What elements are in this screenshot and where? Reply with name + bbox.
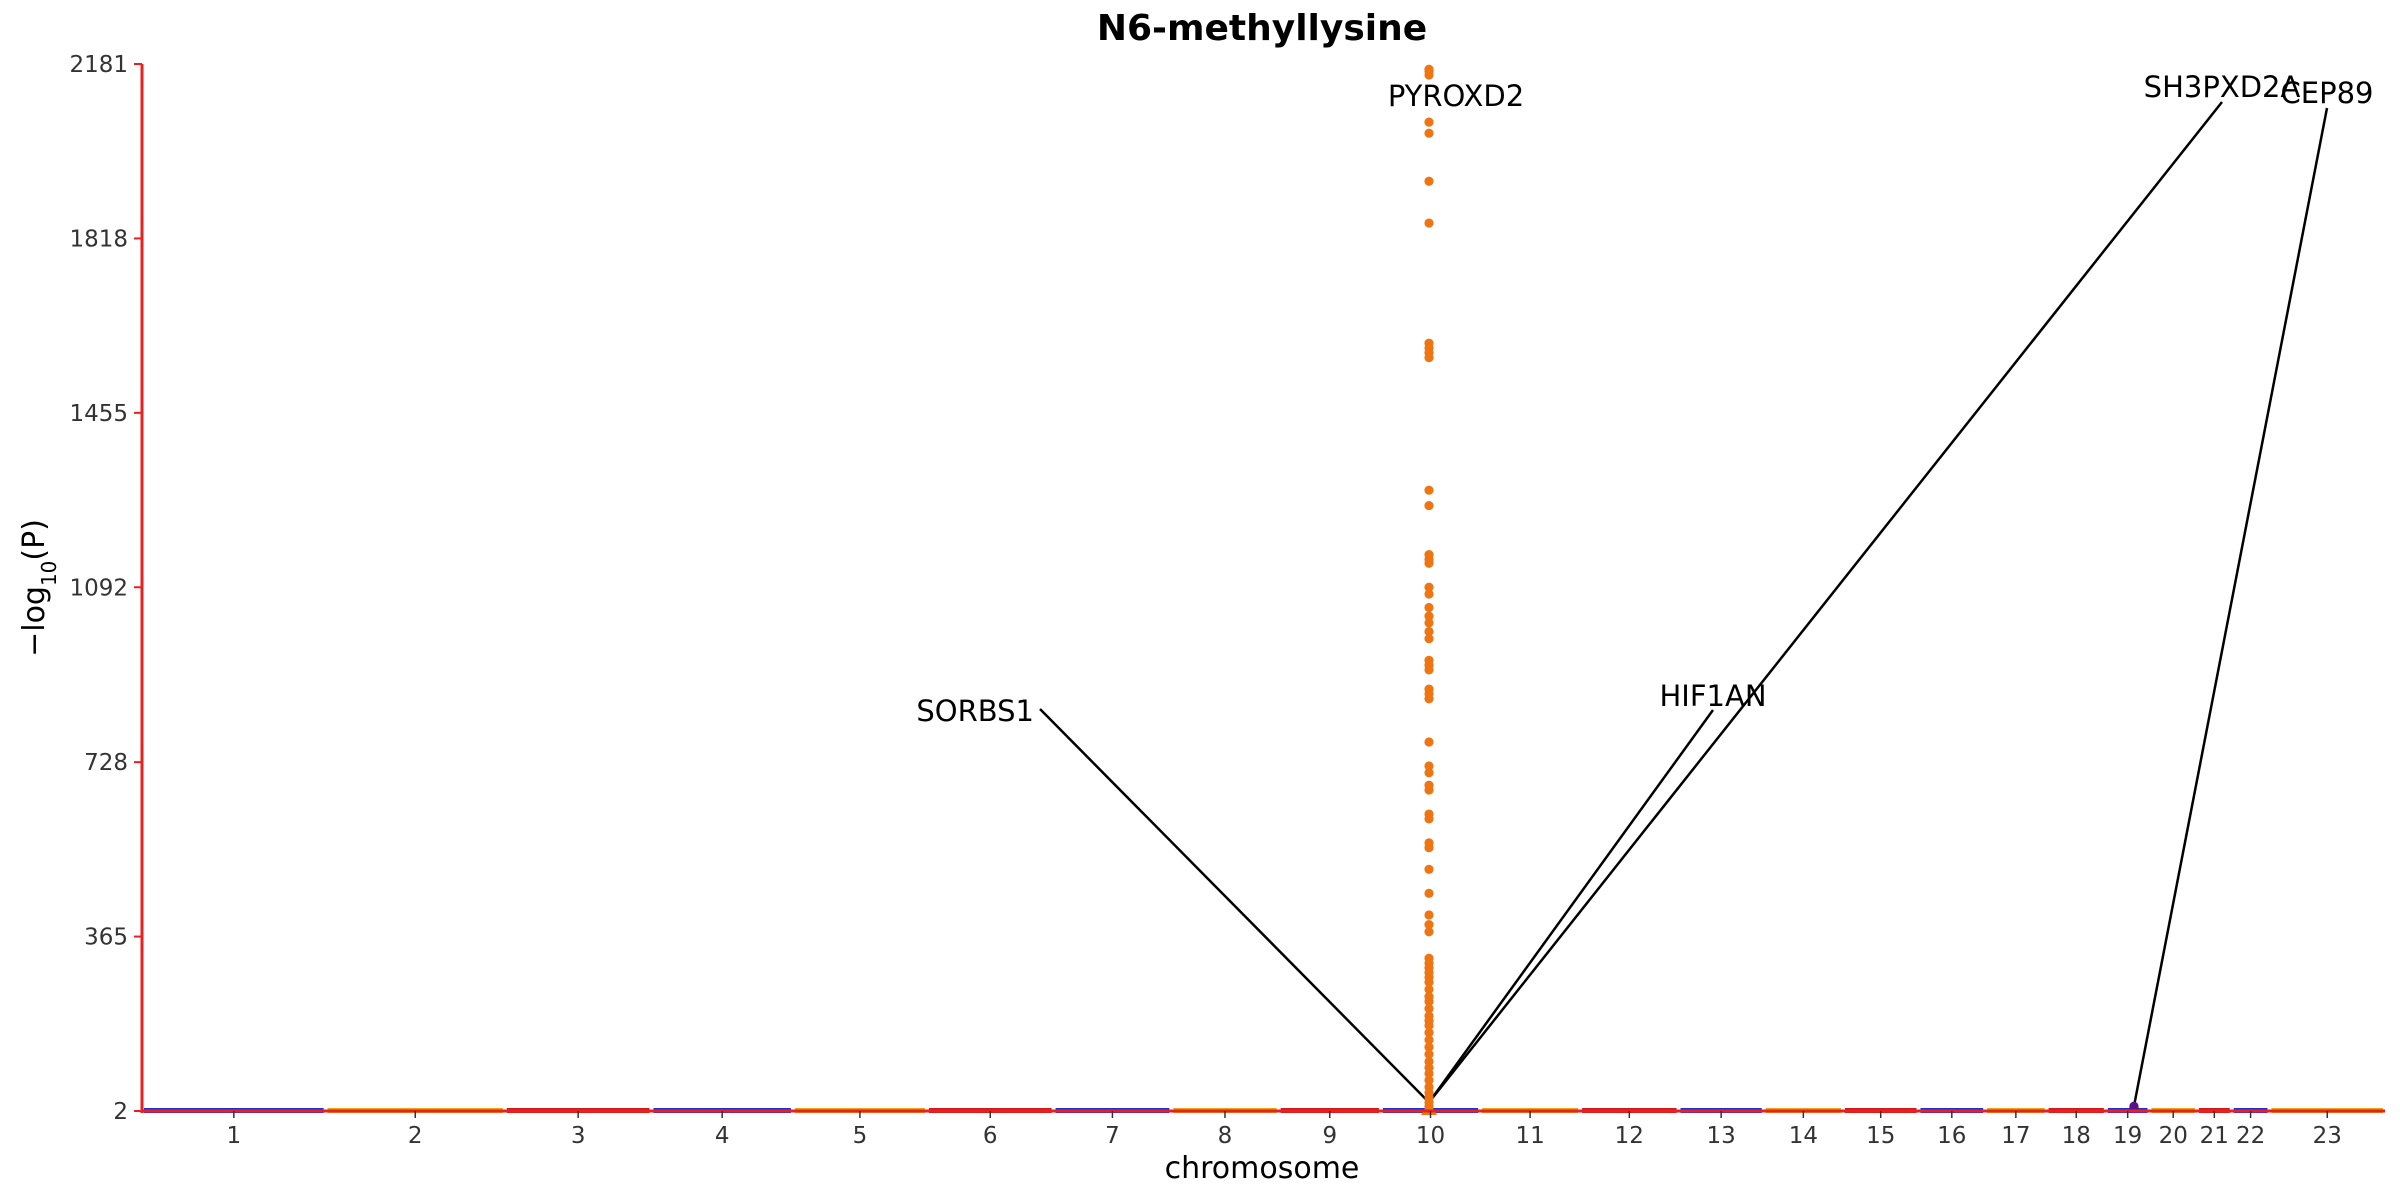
x-tick-label: 11 [1515, 1123, 1544, 1149]
leader-line-sorbs1 [1039, 708, 1430, 1104]
peak-point [1424, 618, 1434, 628]
y-tick-label: 2 [113, 1099, 128, 1125]
peak-point [1424, 64, 1434, 74]
x-tick-label: 6 [983, 1123, 998, 1149]
peak-point [1424, 1020, 1434, 1031]
peak-point [1424, 500, 1434, 511]
peak-point [1424, 558, 1434, 568]
peak-point [1424, 352, 1434, 363]
peak-point [1424, 176, 1434, 186]
x-tick-label: 7 [1105, 1123, 1120, 1149]
x-tick-label: 19 [2113, 1123, 2142, 1149]
peak-point [1424, 927, 1434, 937]
leader-line-sh3pxd2a [1428, 101, 2223, 1104]
x-tick-label: 18 [2062, 1123, 2091, 1149]
peak-point [1424, 761, 1434, 771]
peak-point [1424, 485, 1434, 495]
gene-label-pyroxd2: PYROXD2 [1388, 79, 1524, 113]
y-tick-label: 2181 [69, 52, 128, 78]
leader-line-cep89 [2132, 107, 2329, 1107]
peak-point [1424, 1068, 1434, 1079]
peak-point [1424, 602, 1434, 613]
y-tick-label: 365 [84, 925, 128, 951]
x-tick-label: 2 [408, 1123, 423, 1149]
y-tick-label: 1818 [69, 226, 128, 252]
gene-label-sorbs1: SORBS1 [916, 694, 1034, 728]
peak-point [1424, 996, 1434, 1007]
peak-point [1424, 117, 1434, 127]
peak-point [1424, 1028, 1434, 1038]
y-tick-label: 1455 [69, 401, 128, 427]
peak-point [1424, 218, 1434, 228]
peak-point [1424, 768, 1434, 778]
peak-point [1424, 984, 1434, 995]
peak-point [1424, 785, 1434, 795]
peak-point [1424, 128, 1434, 138]
x-tick-label: 23 [2313, 1123, 2342, 1149]
peak-point [1424, 694, 1434, 704]
x-tick-label: 9 [1322, 1123, 1337, 1149]
gene-label-sh3pxd2a: SH3PXD2A [2144, 70, 2301, 104]
x-tick-label: 16 [1937, 1123, 1966, 1149]
peak-point [1424, 737, 1434, 747]
peak-point [1424, 919, 1434, 930]
peak-point [1424, 1035, 1434, 1045]
peak-point [1424, 888, 1434, 898]
gene-label-hif1an: HIF1AN [1659, 679, 1766, 713]
peak-point [1424, 582, 1434, 592]
peak-point [1424, 1042, 1434, 1052]
x-tick-label: 20 [2159, 1123, 2188, 1149]
peak-point [1424, 814, 1434, 824]
x-tick-label: 1 [227, 1123, 242, 1149]
x-tick-label: 3 [571, 1123, 586, 1149]
chart-title: N6-methyllysine [1097, 8, 1427, 49]
x-tick-label: 12 [1615, 1123, 1644, 1149]
annotation-leaders [1039, 101, 2329, 1107]
y-axis-label: −log10(P) [17, 519, 61, 657]
x-tick-label: 13 [1706, 1123, 1735, 1149]
x-tick-label: 15 [1866, 1123, 1895, 1149]
x-tick-label: 8 [1218, 1123, 1233, 1149]
peak-point [1424, 843, 1434, 853]
gene-label-cep89: CEP89 [2281, 76, 2374, 110]
peak-points [1421, 64, 2139, 1115]
y-tick-label: 728 [84, 750, 128, 776]
peak-point [1424, 977, 1434, 987]
peak-point [1424, 665, 1434, 675]
x-axis-label: chromosome [1165, 1151, 1360, 1186]
y-axis-ticks: 2 365 728 1092 1455 1818 2181 [69, 52, 142, 1125]
peak-point [1424, 1049, 1434, 1059]
peak-point [1424, 589, 1434, 599]
peak-point [1424, 864, 1434, 874]
peak-point [1424, 611, 1434, 621]
y-tick-label: 1092 [69, 575, 128, 601]
peak-point [1424, 634, 1434, 644]
x-tick-label: 22 [2236, 1123, 2265, 1149]
x-tick-label: 21 [2200, 1123, 2229, 1149]
x-axis-ticks: 1 2 3 4 5 6 7 8 9 10 11 12 13 14 15 16 17 18 19 20 21 22 23 [227, 1111, 2342, 1149]
x-tick-label: 17 [2001, 1123, 2030, 1149]
leader-line-hif1an [1427, 709, 1715, 1104]
peak-point [1424, 626, 1434, 637]
peak-point [1424, 1075, 1434, 1085]
peak-point [1424, 1004, 1434, 1014]
x-tick-label: 5 [853, 1123, 868, 1149]
x-tick-label: 4 [715, 1123, 730, 1149]
x-tick-label: 14 [1789, 1123, 1818, 1149]
x-tick-label: 10 [1416, 1123, 1445, 1149]
peak-point [1424, 910, 1434, 920]
